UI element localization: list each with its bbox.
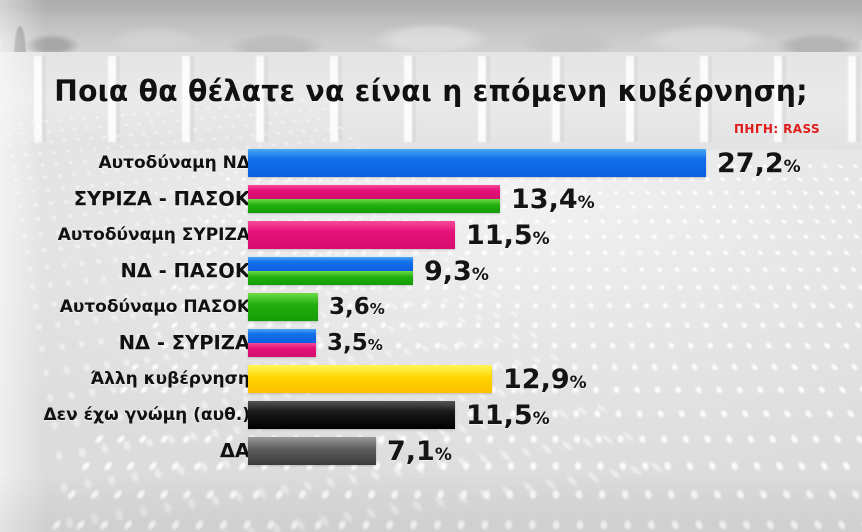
- chart-bar-segment: [248, 149, 706, 177]
- chart-bar: [248, 221, 455, 249]
- percent-sign: %: [783, 156, 801, 177]
- percent-sign: %: [369, 299, 385, 318]
- percent-sign: %: [577, 192, 595, 213]
- chart-row: Αυτοδύναμη ΣΥΡΙΖΑ 11,5%: [0, 217, 862, 253]
- chart-bar-segment: [248, 185, 500, 199]
- chart-row: Άλλη κυβέρνηση 12,9%: [0, 361, 862, 397]
- chart-bar: [248, 437, 376, 465]
- chart-row-label: Αυτοδύναμο ΠΑΣΟΚ: [59, 297, 250, 317]
- chart-bar-wrapper: 11,5%: [248, 401, 550, 429]
- chart-value-label: 13,4%: [511, 186, 595, 213]
- percent-sign: %: [471, 264, 489, 285]
- chart-value-label: 7,1%: [387, 438, 452, 465]
- chart-value-label: 11,5%: [466, 222, 550, 249]
- chart-bar-segment: [248, 221, 455, 249]
- page-title: Ποια θα θέλατε να είναι η επόμενη κυβέρν…: [54, 74, 808, 108]
- percent-sign: %: [532, 408, 550, 429]
- chart-row-label: ΔΑ: [219, 439, 250, 463]
- chart-bar-segment: [248, 401, 455, 429]
- chart-row-label: Αυτοδύναμη ΝΔ: [98, 153, 251, 173]
- chart-bar: [248, 257, 413, 285]
- chart-row-label: Αυτοδύναμη ΣΥΡΙΖΑ: [57, 225, 250, 245]
- chart-value-number: 27,2: [717, 147, 784, 179]
- chart-value-number: 3,6: [329, 293, 370, 320]
- chart-row-label: Δεν έχω γνώμη (αυθ.): [43, 405, 250, 425]
- chart-value-label: 3,6%: [329, 293, 385, 320]
- chart-row: ΝΔ - ΣΥΡΙΖΑ 3,5%: [0, 325, 862, 361]
- chart-bar: [248, 149, 706, 177]
- background-building-columns: [0, 56, 862, 142]
- chart-value-number: 3,5: [327, 329, 368, 356]
- chart-bar-wrapper: 3,5%: [248, 329, 383, 357]
- background-left-fade: [0, 0, 46, 532]
- chart-bar-wrapper: 9,3%: [248, 257, 489, 285]
- percent-sign: %: [434, 444, 452, 465]
- chart-row: Δεν έχω γνώμη (αυθ.) 11,5%: [0, 397, 862, 433]
- chart-bar-segment: [248, 365, 492, 393]
- chart-bar: [248, 185, 500, 213]
- chart-value-number: 12,9: [503, 363, 570, 395]
- chart-row-label: ΣΥΡΙΖΑ - ΠΑΣΟΚ: [73, 187, 250, 211]
- chart-value-number: 7,1: [387, 435, 435, 467]
- chart-bar: [248, 401, 455, 429]
- chart-bar-wrapper: 11,5%: [248, 221, 550, 249]
- chart-bar: [248, 365, 492, 393]
- chart-bar-segment: [248, 271, 413, 285]
- chart-value-number: 13,4: [511, 183, 578, 215]
- chart-value-number: 11,5: [466, 219, 533, 251]
- chart-row: Αυτοδύναμο ΠΑΣΟΚ 3,6%: [0, 289, 862, 325]
- chart-row-label: ΝΔ - ΠΑΣΟΚ: [120, 259, 250, 283]
- chart-value-label: 27,2%: [717, 150, 801, 177]
- chart-bar-segment: [248, 343, 316, 357]
- chart-bar: [248, 329, 316, 357]
- chart-value-number: 11,5: [466, 399, 533, 431]
- percent-sign: %: [569, 372, 587, 393]
- chart-bar-wrapper: 27,2%: [248, 149, 801, 177]
- chart-row: ΣΥΡΙΖΑ - ΠΑΣΟΚ 13,4%: [0, 181, 862, 217]
- bar-chart: Αυτοδύναμη ΝΔ 27,2% ΣΥΡΙΖΑ - ΠΑΣΟΚ 13,4% Αυτ…: [0, 145, 862, 469]
- chart-value-number: 9,3: [424, 255, 472, 287]
- chart-row-label: Άλλη κυβέρνηση: [90, 369, 250, 389]
- chart-row: ΔΑ 7,1%: [0, 433, 862, 469]
- percent-sign: %: [367, 335, 383, 354]
- chart-bar-wrapper: 13,4%: [248, 185, 595, 213]
- chart-bar-segment: [248, 329, 316, 343]
- source-label: ΠΗΓΗ: RASS: [733, 122, 820, 136]
- chart-value-label: 12,9%: [503, 366, 587, 393]
- chart-bar-wrapper: 7,1%: [248, 437, 452, 465]
- chart-row-label: ΝΔ - ΣΥΡΙΖΑ: [118, 331, 250, 355]
- percent-sign: %: [532, 228, 550, 249]
- chart-bar-segment: [248, 293, 318, 321]
- chart-bar-segment: [248, 437, 376, 465]
- chart-value-label: 3,5%: [327, 329, 383, 356]
- chart-bar-wrapper: 3,6%: [248, 293, 385, 321]
- chart-value-label: 9,3%: [424, 258, 489, 285]
- chart-bar-segment: [248, 257, 413, 271]
- chart-row: Αυτοδύναμη ΝΔ 27,2%: [0, 145, 862, 181]
- chart-value-label: 11,5%: [466, 402, 550, 429]
- chart-bar-wrapper: 12,9%: [248, 365, 587, 393]
- chart-bar-segment: [248, 199, 500, 213]
- chart-row: ΝΔ - ΠΑΣΟΚ 9,3%: [0, 253, 862, 289]
- chart-bar: [248, 293, 318, 321]
